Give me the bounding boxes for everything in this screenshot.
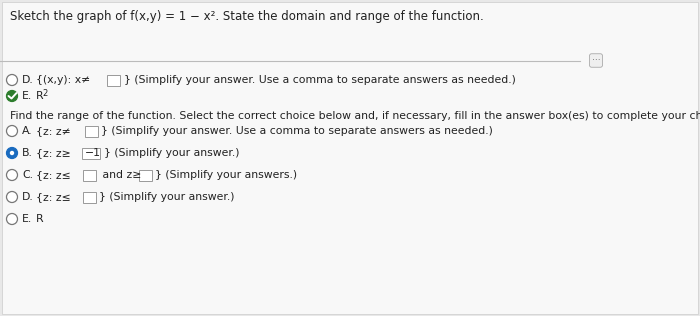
Circle shape: [6, 125, 18, 137]
Text: } (Simplify your answer. Use a comma to separate answers as needed.): } (Simplify your answer. Use a comma to …: [124, 75, 516, 85]
FancyBboxPatch shape: [85, 125, 98, 137]
Text: 2: 2: [43, 88, 48, 98]
FancyBboxPatch shape: [83, 191, 96, 203]
Text: } (Simplify your answer.): } (Simplify your answer.): [104, 148, 239, 158]
Circle shape: [6, 191, 18, 203]
Text: {z: z≥: {z: z≥: [36, 148, 71, 158]
Text: −1: −1: [85, 148, 101, 158]
Text: and z≥: and z≥: [99, 170, 141, 180]
Text: } (Simplify your answers.): } (Simplify your answers.): [155, 170, 297, 180]
Text: R: R: [36, 91, 43, 101]
Text: D.: D.: [22, 192, 34, 202]
Text: E.: E.: [22, 91, 32, 101]
Text: E.: E.: [22, 214, 32, 224]
Text: } (Simplify your answer. Use a comma to separate answers as needed.): } (Simplify your answer. Use a comma to …: [101, 126, 493, 136]
Text: R: R: [36, 214, 43, 224]
Circle shape: [6, 90, 18, 101]
Circle shape: [6, 148, 18, 159]
Text: D.: D.: [22, 75, 34, 85]
Text: } (Simplify your answer.): } (Simplify your answer.): [99, 192, 234, 202]
Circle shape: [6, 214, 18, 224]
Circle shape: [6, 169, 18, 180]
Text: {z: z≤: {z: z≤: [36, 192, 71, 202]
FancyBboxPatch shape: [139, 169, 152, 180]
Text: ···: ···: [592, 56, 601, 65]
Text: Find the range of the function. Select the correct choice below and, if necessar: Find the range of the function. Select t…: [10, 111, 700, 121]
Text: {z: z≤: {z: z≤: [36, 170, 71, 180]
Circle shape: [10, 151, 14, 155]
Circle shape: [6, 75, 18, 86]
Text: C.: C.: [22, 170, 33, 180]
Text: {z: z≠: {z: z≠: [36, 126, 71, 136]
Text: B.: B.: [22, 148, 33, 158]
FancyBboxPatch shape: [82, 148, 100, 159]
Text: {(x,y): x≠: {(x,y): x≠: [36, 75, 90, 85]
Text: Sketch the graph of f(x,y) = 1 − x². State the domain and range of the function.: Sketch the graph of f(x,y) = 1 − x². Sta…: [10, 10, 484, 23]
FancyBboxPatch shape: [83, 169, 96, 180]
FancyBboxPatch shape: [107, 75, 120, 86]
Text: A.: A.: [22, 126, 33, 136]
